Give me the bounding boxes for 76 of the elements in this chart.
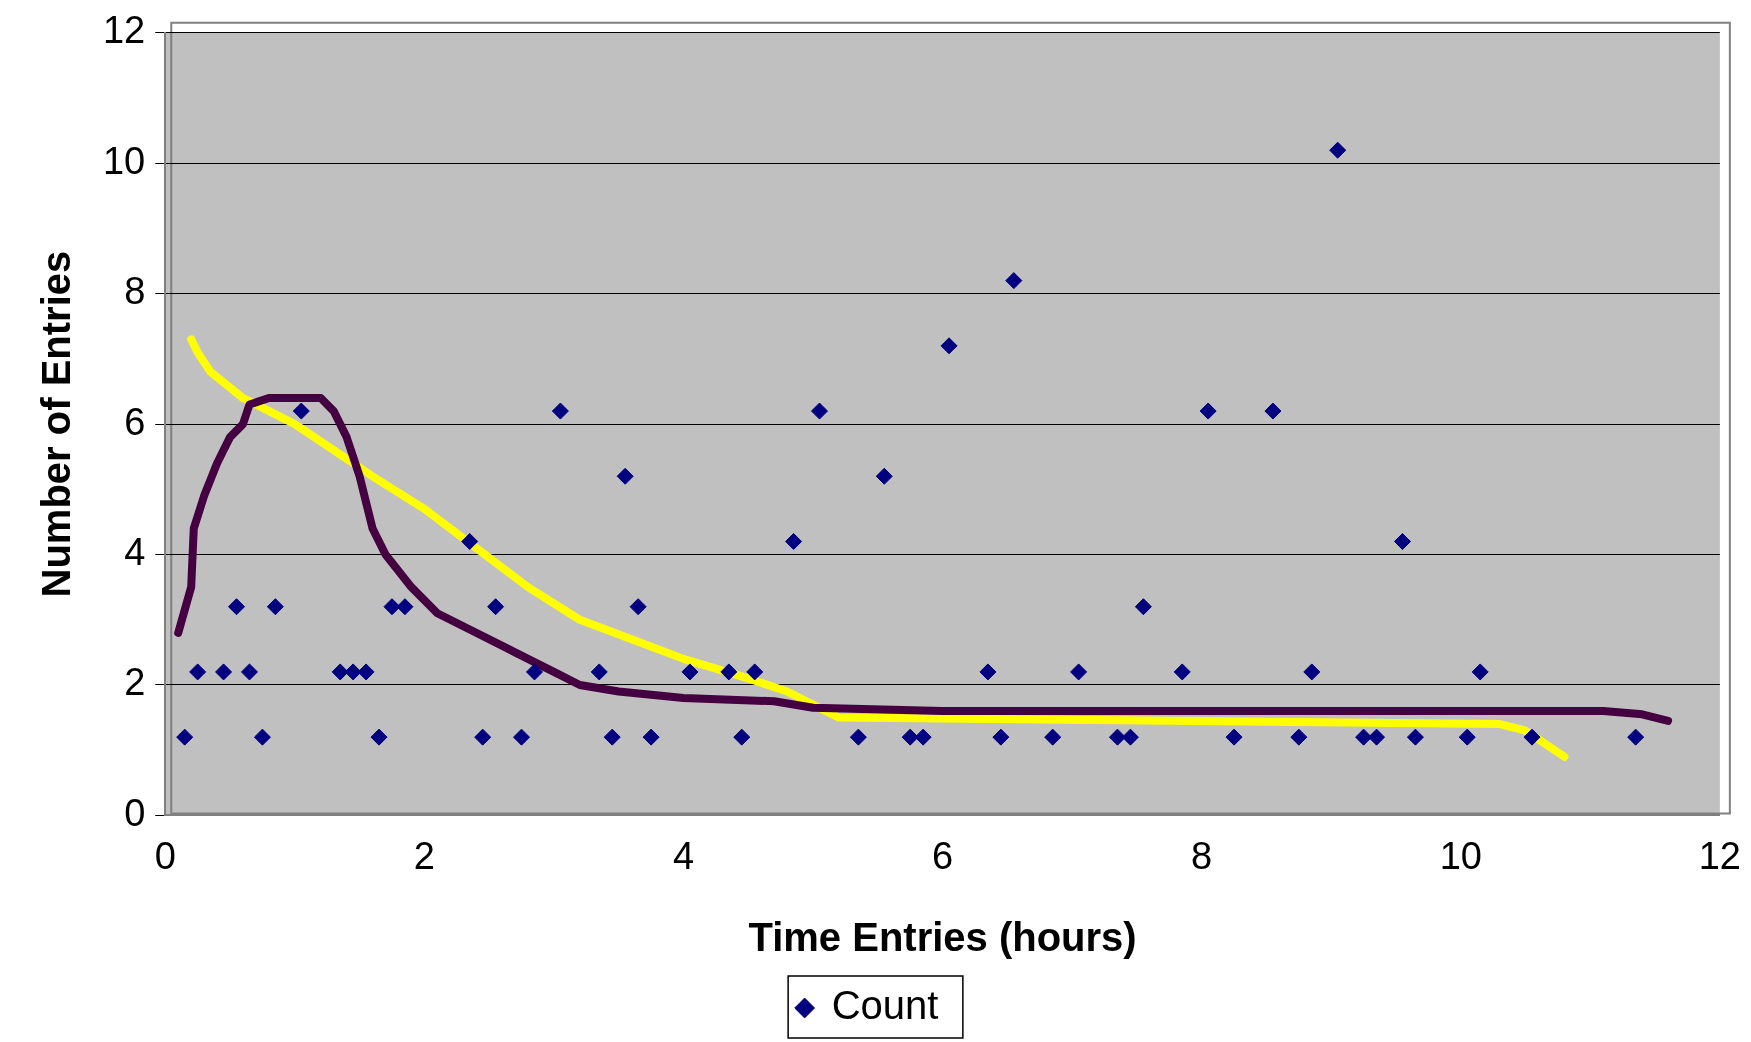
point	[487, 598, 505, 616]
point	[215, 663, 233, 681]
point	[1471, 663, 1489, 681]
point	[551, 402, 569, 420]
point	[525, 663, 543, 681]
point	[253, 728, 271, 746]
point	[383, 598, 401, 616]
point	[629, 598, 647, 616]
point	[1329, 141, 1347, 159]
point	[1393, 532, 1411, 550]
x-tick-label: 4	[672, 834, 695, 877]
x-tick-label: 2	[413, 834, 435, 877]
y-tick-label: 6	[124, 400, 146, 443]
point	[292, 402, 310, 420]
y-tick-label: 4	[124, 531, 146, 574]
point	[785, 532, 803, 550]
point	[1121, 728, 1139, 746]
y-tick-label: 0	[124, 791, 146, 834]
point	[1225, 728, 1243, 746]
point	[1199, 402, 1217, 420]
x-tick-label: 10	[1439, 834, 1482, 877]
point	[603, 728, 621, 746]
point	[746, 663, 764, 681]
point	[370, 728, 388, 746]
point	[176, 728, 194, 746]
point	[228, 598, 246, 616]
y-tick-label: 2	[124, 661, 146, 704]
x-tick-label: 0	[154, 834, 176, 877]
y-axis-title: Number of Entries	[34, 250, 79, 598]
point	[1005, 272, 1023, 290]
point	[940, 337, 958, 355]
point	[1264, 402, 1282, 420]
point	[901, 728, 919, 746]
point	[1458, 728, 1476, 746]
point	[1303, 663, 1321, 681]
point	[681, 663, 699, 681]
point	[461, 532, 479, 550]
point	[344, 663, 362, 681]
x-tick-label: 12	[1698, 834, 1742, 877]
point	[1368, 728, 1386, 746]
point	[1406, 728, 1424, 746]
point	[331, 663, 349, 681]
x-tick-label: 6	[932, 834, 954, 877]
point	[1290, 728, 1308, 746]
y-tick-label: 8	[124, 270, 146, 313]
point	[914, 728, 932, 746]
point	[357, 663, 375, 681]
point	[992, 728, 1010, 746]
point	[1523, 728, 1541, 746]
point	[733, 728, 751, 746]
point	[1108, 728, 1126, 746]
point	[616, 467, 634, 485]
point	[875, 467, 893, 485]
point	[811, 402, 828, 420]
point	[1173, 663, 1191, 681]
point	[1134, 598, 1152, 616]
legend-label: Count	[831, 983, 939, 1028]
x-tick-label: 8	[1191, 834, 1213, 877]
point	[1355, 728, 1373, 746]
point	[1044, 728, 1062, 746]
point	[396, 598, 414, 616]
point	[1070, 663, 1088, 681]
point	[266, 598, 284, 616]
point	[474, 728, 492, 746]
y-tick-label: 10	[102, 139, 146, 182]
point	[189, 663, 207, 681]
point	[1627, 728, 1645, 746]
y-tick-label: 12	[102, 9, 146, 52]
x-axis-title: Time Entries (hours)	[748, 915, 1137, 960]
point	[590, 663, 608, 681]
point	[720, 663, 738, 681]
point	[240, 663, 258, 681]
point	[979, 663, 997, 681]
point	[642, 728, 660, 746]
point	[849, 728, 867, 746]
point	[513, 728, 531, 746]
